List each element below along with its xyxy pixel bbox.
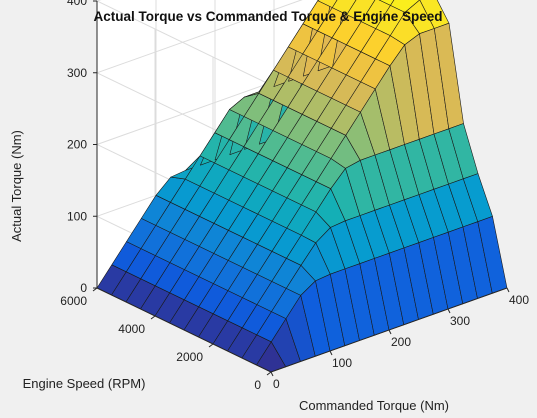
x-tick-label: 300 bbox=[450, 314, 470, 328]
x-tick-mark bbox=[270, 371, 274, 377]
y-axis-label: Engine Speed (RPM) bbox=[23, 376, 146, 391]
y-tick-label: 0 bbox=[254, 378, 261, 392]
z-tick-label: 100 bbox=[67, 209, 87, 223]
x-tick-mark bbox=[388, 329, 392, 335]
x-tick-label: 100 bbox=[332, 356, 352, 370]
y-tick-label: 4000 bbox=[118, 322, 145, 336]
x-tick-label: 0 bbox=[273, 377, 280, 391]
x-tick-mark bbox=[506, 287, 510, 293]
y-tick-mark bbox=[150, 315, 156, 320]
y-tick-label: 2000 bbox=[176, 350, 203, 364]
x-tick-mark bbox=[329, 350, 333, 356]
x-tick-label: 200 bbox=[391, 335, 411, 349]
y-axis-line bbox=[96, 287, 272, 373]
y-tick-label: 6000 bbox=[60, 294, 87, 308]
surface-face bbox=[378, 0, 395, 6]
y-tick-mark bbox=[208, 343, 214, 348]
chart-title: Actual Torque vs Commanded Torque & Engi… bbox=[93, 9, 442, 24]
y-tick-mark bbox=[266, 371, 272, 376]
surface-face bbox=[317, 0, 338, 8]
z-tick-label: 0 bbox=[80, 281, 87, 295]
z-tick-label: 200 bbox=[67, 138, 87, 152]
surface-face bbox=[331, 0, 357, 15]
x-tick-label: 400 bbox=[509, 293, 529, 307]
z-tick-label: 400 bbox=[67, 0, 87, 8]
z-axis-label: Actual Torque (Nm) bbox=[9, 130, 24, 242]
x-tick-mark bbox=[447, 308, 451, 314]
surface-mesh bbox=[96, 0, 508, 373]
z-tick-label: 300 bbox=[67, 66, 87, 80]
x-axis-label: Commanded Torque (Nm) bbox=[299, 398, 449, 413]
